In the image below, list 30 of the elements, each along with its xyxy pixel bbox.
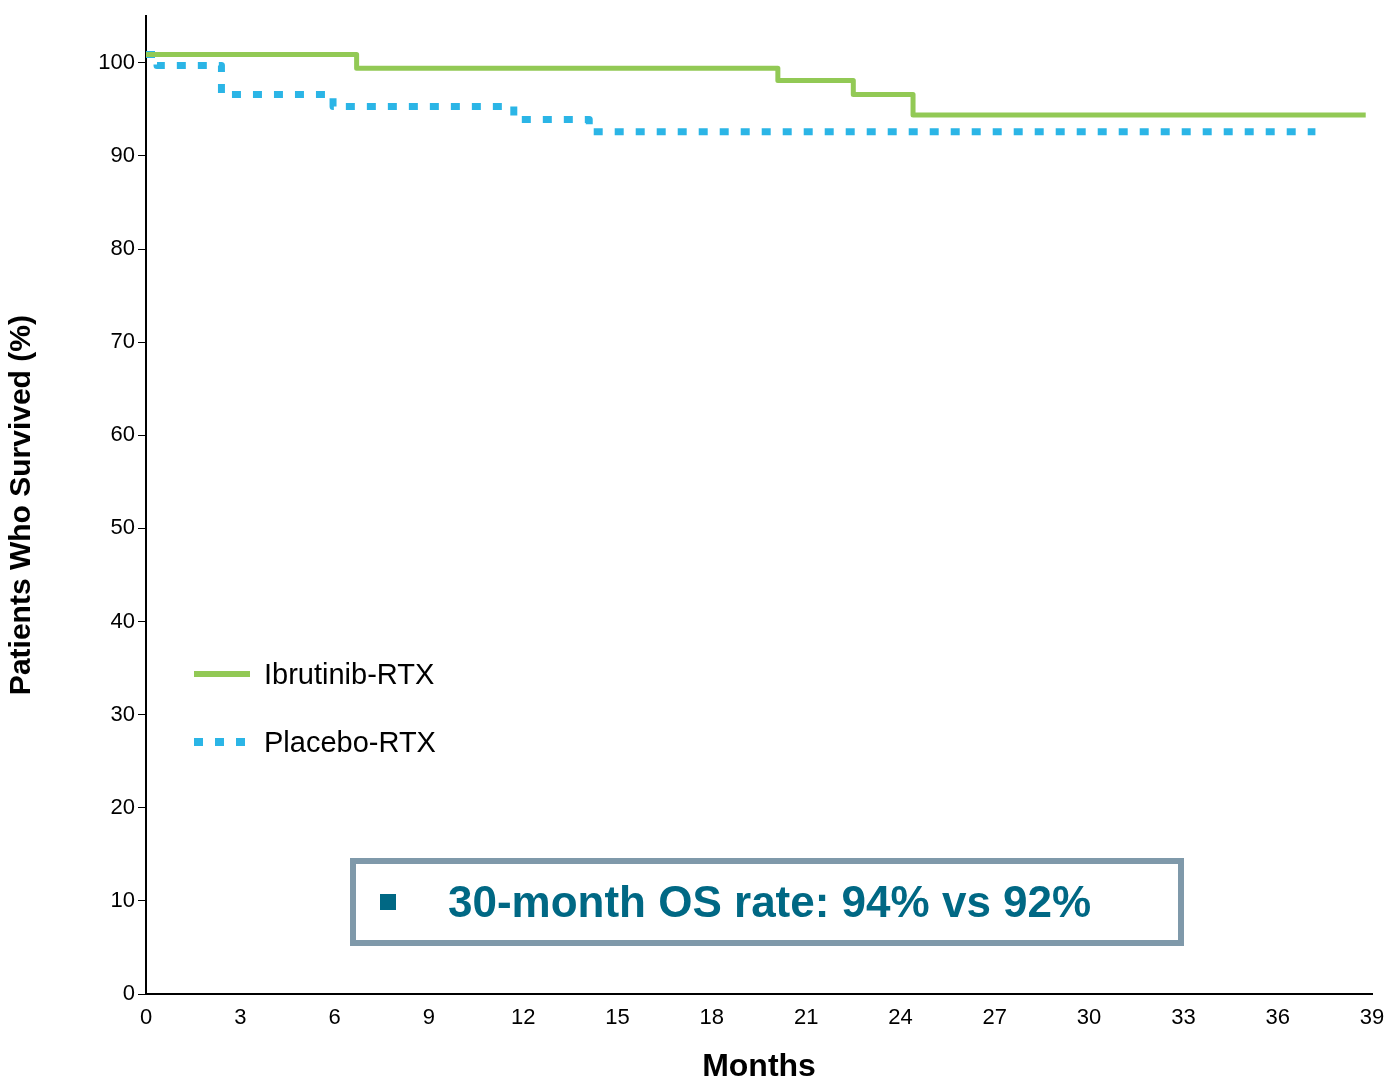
x-tick-label: 36 [1265,1004,1290,1030]
x-tick-label: 27 [982,1004,1008,1030]
x-tick-label: 33 [1171,1004,1196,1030]
y-tick-label: 40 [110,607,135,633]
y-tick-label: 80 [110,235,135,261]
x-tick-label: 6 [328,1004,341,1030]
legend-label: Placebo-RTX [264,725,436,759]
x-tick-label: 21 [793,1004,819,1030]
y-tick-label: 50 [110,514,135,540]
x-tick-label: 0 [139,1004,153,1030]
x-tick-label: 3 [234,1004,247,1030]
x-tick-label: 30 [1076,1004,1102,1030]
y-tick-label: 90 [110,141,135,167]
y-tick-label: 30 [110,700,135,726]
y-axis-title: Patients Who Survived (%) [3,315,37,696]
y-tick-label: 70 [110,328,135,354]
x-tick-label: 18 [699,1004,725,1030]
y-tick-label: 0 [122,980,135,1006]
y-tick-label: 60 [110,421,135,447]
y-tick-label: 20 [110,793,135,819]
x-tick-label: 12 [510,1004,536,1030]
x-tick-label: 9 [422,1004,436,1030]
y-tick-label: 100 [98,48,135,74]
x-tick-label: 15 [605,1004,630,1030]
annotation: 30-month OS rate: 94% vs 92% [448,877,1092,927]
x-axis-title: Months [702,1046,816,1083]
legend-label: Ibrutinib-RTX [264,657,435,691]
x-tick-label: 24 [888,1004,913,1030]
y-tick-label: 10 [110,886,135,912]
x-tick-label: 39 [1359,1004,1385,1030]
